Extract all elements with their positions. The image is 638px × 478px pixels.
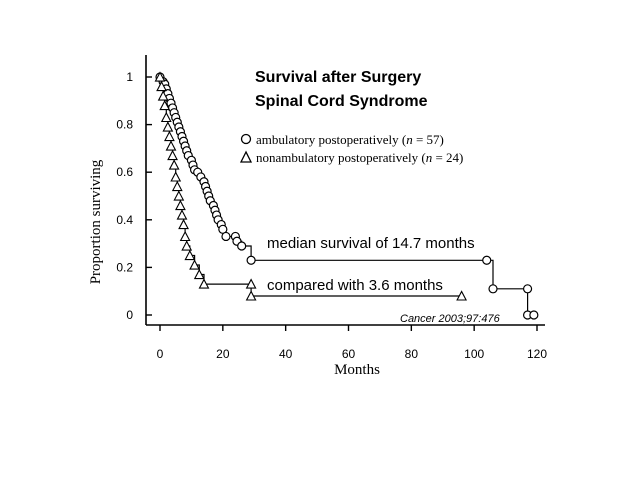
series-layer <box>154 71 539 320</box>
y-tick-label: 0.2 <box>116 260 133 274</box>
data-point-nonambulatory <box>165 140 177 151</box>
data-point-nonambulatory <box>162 121 174 132</box>
chart-title-line-1: Survival after Surgery <box>255 69 421 86</box>
data-point-ambulatory <box>522 284 533 294</box>
legend-entry-nonambulatory: nonambulatory postoperatively (n = 24) <box>256 150 463 165</box>
data-point-nonambulatory <box>245 290 257 301</box>
annotation-median-nonambulatory: compared with 3.6 months <box>267 277 443 294</box>
data-point-nonambulatory <box>178 218 189 230</box>
data-point-nonambulatory <box>171 180 183 192</box>
data-point-nonambulatory <box>173 190 185 201</box>
data-point-nonambulatory <box>167 149 178 161</box>
axes <box>145 55 545 326</box>
chart-title-line-2: Spinal Cord Syndrome <box>255 93 428 110</box>
data-point-ambulatory <box>246 255 256 265</box>
data-point-ambulatory <box>529 310 539 320</box>
y-axis-label: Proportion surviving <box>88 159 104 284</box>
data-point-nonambulatory <box>181 240 193 251</box>
data-point-ambulatory <box>482 255 492 265</box>
y-tick-label: 0.8 <box>116 118 133 132</box>
data-point-nonambulatory <box>157 90 169 101</box>
x-tick-label: 60 <box>342 347 356 361</box>
legend-circle-marker <box>240 133 252 145</box>
y-tick-label: 0.6 <box>116 165 133 179</box>
data-point-nonambulatory <box>156 80 167 92</box>
legend-entry-ambulatory: ambulatory postoperatively (n = 57) <box>256 132 444 147</box>
data-point-nonambulatory <box>164 130 175 142</box>
citation: Cancer 2003;97:476 <box>400 313 501 325</box>
data-point-nonambulatory <box>245 278 257 289</box>
x-axis-label: Months <box>334 362 380 378</box>
data-point-nonambulatory <box>159 99 171 111</box>
x-tick-label: 80 <box>405 347 419 361</box>
data-point-nonambulatory <box>198 278 210 289</box>
data-point-nonambulatory <box>168 159 180 170</box>
x-tick-label: 20 <box>216 347 230 361</box>
data-point-nonambulatory <box>189 259 200 270</box>
data-point-ambulatory <box>488 284 498 294</box>
data-point-nonambulatory <box>179 230 191 242</box>
annotation-median-ambulatory: median survival of 14.7 months <box>267 235 475 252</box>
data-point-nonambulatory <box>456 290 468 301</box>
data-point-nonambulatory <box>154 71 166 82</box>
data-point-ambulatory <box>237 241 247 251</box>
data-point-nonambulatory <box>160 111 172 123</box>
x-tick-label: 40 <box>279 347 293 361</box>
legend-triangle-marker <box>239 150 253 163</box>
x-tick-label: 120 <box>527 347 547 361</box>
data-point-nonambulatory <box>176 209 188 220</box>
data-point-nonambulatory <box>170 171 182 182</box>
data-point-nonambulatory <box>193 268 205 280</box>
data-point-nonambulatory <box>175 199 186 211</box>
x-ticks: 0 20 40 60 80 100 120 <box>157 325 547 361</box>
y-ticks: 0 0.2 0.4 0.6 0.8 1 <box>116 70 152 322</box>
data-point-ambulatory <box>221 231 231 242</box>
legend: ambulatory postoperatively (n = 57) nona… <box>239 132 463 165</box>
y-tick-label: 1 <box>126 70 133 84</box>
y-tick-label: 0 <box>126 308 133 322</box>
data-point-nonambulatory <box>184 249 196 261</box>
y-tick-label: 0.4 <box>116 213 133 227</box>
x-tick-label: 100 <box>464 347 484 361</box>
x-tick-label: 0 <box>157 347 164 361</box>
